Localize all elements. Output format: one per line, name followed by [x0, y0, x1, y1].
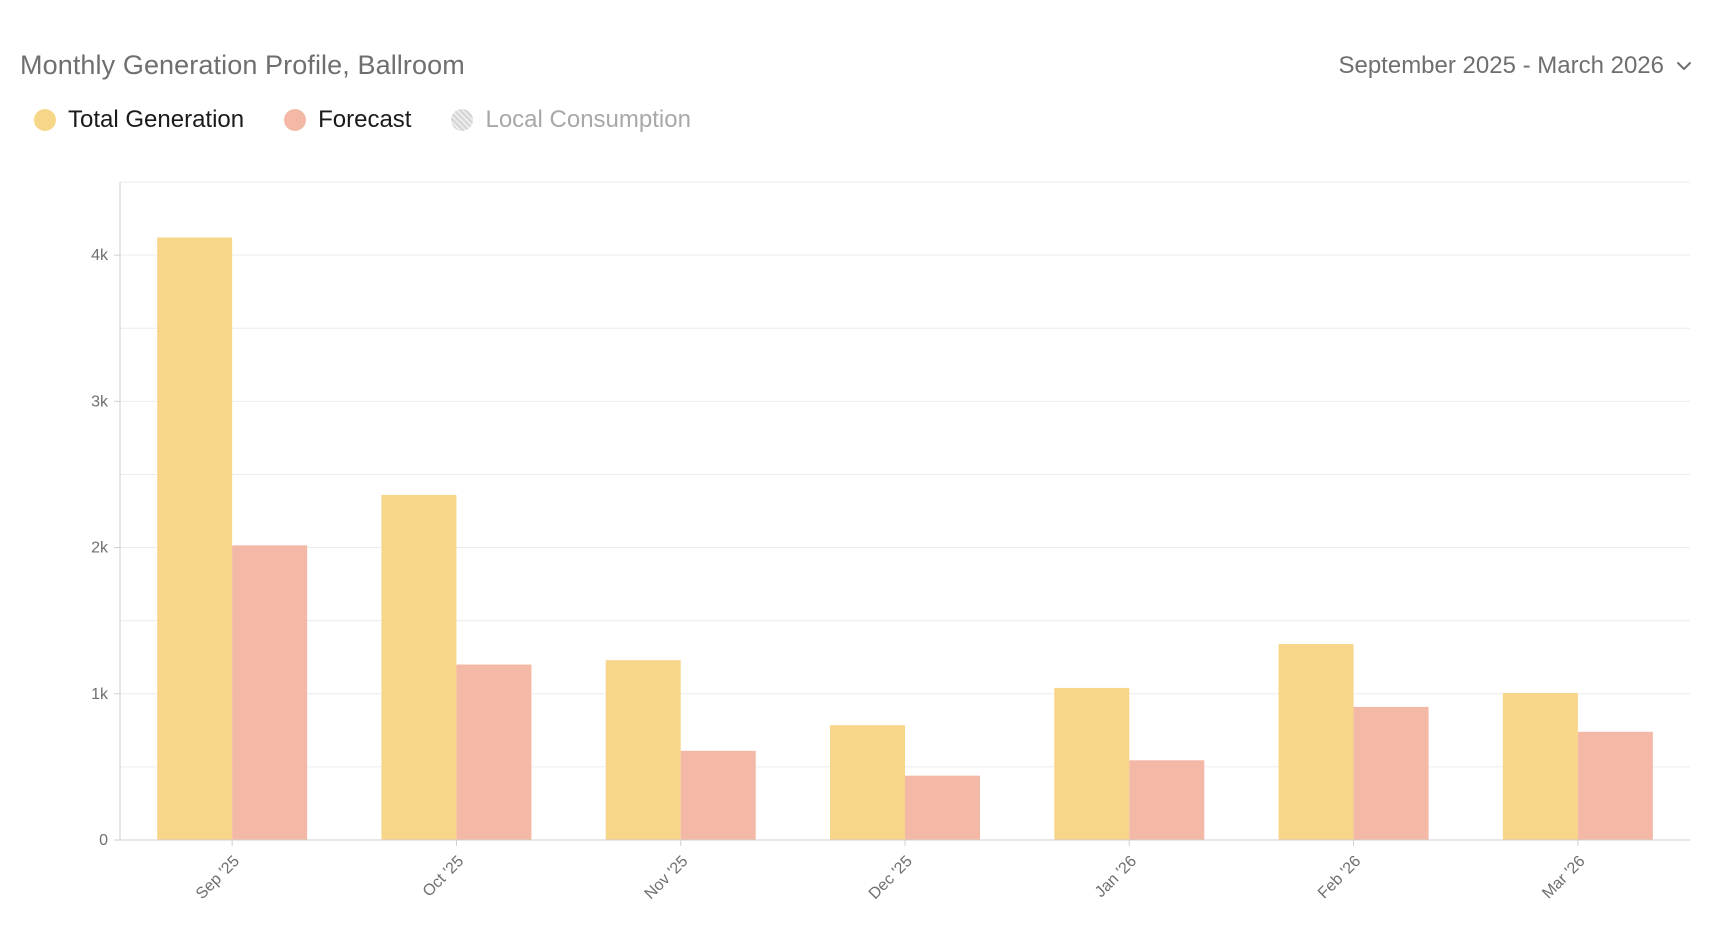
- legend-swatch-total-generation: [34, 109, 56, 131]
- bar-total-generation: [1278, 644, 1354, 840]
- bar-total-generation: [381, 494, 457, 840]
- chevron-down-icon: [1677, 62, 1691, 70]
- x-tick-label: Dec '25: [866, 853, 916, 903]
- legend-item-total-generation[interactable]: Total Generation: [34, 106, 244, 134]
- bar-total-generation: [830, 725, 905, 840]
- x-tick-label: Feb '26: [1315, 853, 1364, 902]
- bar-forecast: [905, 775, 980, 840]
- bar-total-generation: [1054, 687, 1130, 840]
- legend-swatch-forecast: [284, 109, 307, 131]
- bar-forecast: [456, 664, 532, 840]
- bar-forecast: [1129, 760, 1205, 840]
- x-tick-label: Mar '26: [1539, 853, 1588, 902]
- bar-forecast: [1577, 731, 1653, 840]
- x-tick-label: Oct '25: [420, 853, 468, 901]
- date-range-label: September 2025 - March 2026: [1338, 52, 1664, 79]
- y-tick-label: 3k: [91, 393, 109, 410]
- bar-total-generation: [605, 660, 681, 840]
- legend-label-local-consumption: Local Consumption: [485, 106, 691, 133]
- legend-swatch-local-consumption: [451, 109, 474, 131]
- x-tick-label: Nov '25: [642, 853, 692, 903]
- x-tick-label: Sep '25: [193, 853, 243, 903]
- legend-label-total-generation: Total Generation: [68, 106, 245, 133]
- bar-forecast: [680, 750, 756, 840]
- bar-total-generation: [1502, 693, 1578, 840]
- chart-legend: Total Generation Forecast Local Consumpt…: [34, 106, 691, 134]
- y-tick-label: 2k: [91, 540, 109, 557]
- legend-item-forecast[interactable]: Forecast: [284, 106, 411, 134]
- bar-forecast: [1353, 706, 1429, 840]
- legend-label-forecast: Forecast: [318, 106, 412, 133]
- bar-total-generation: [157, 237, 233, 840]
- y-tick-label: 4k: [91, 247, 109, 264]
- bar-forecast: [232, 545, 308, 840]
- legend-item-local-consumption[interactable]: Local Consumption: [451, 106, 691, 134]
- chart-title: Monthly Generation Profile, Ballroom: [20, 50, 465, 80]
- y-tick-label: 0: [99, 832, 108, 849]
- x-tick-label: Jan '26: [1092, 853, 1140, 901]
- y-tick-label: 1k: [91, 686, 109, 703]
- date-range-dropdown[interactable]: September 2025 - March 2026: [1338, 52, 1692, 80]
